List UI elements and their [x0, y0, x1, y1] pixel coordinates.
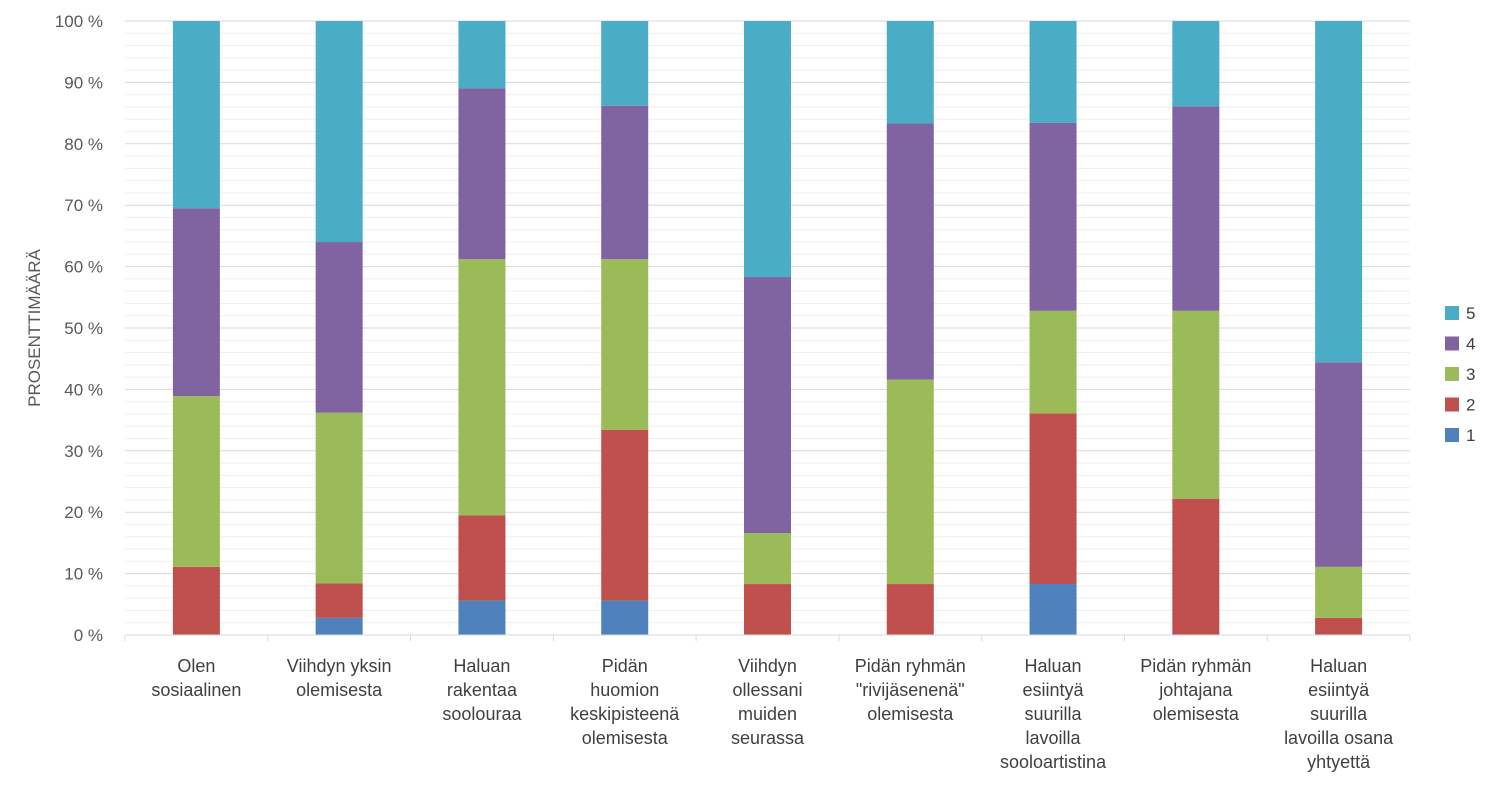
bar-segment-series-5 [315, 21, 363, 243]
x-category-label: Pidän ryhmän johtajana olemisesta [1140, 656, 1251, 724]
bar-segment-series-2 [458, 515, 506, 601]
y-tick-label: 0 % [74, 626, 103, 645]
bar-segment-series-4 [1172, 106, 1220, 311]
y-tick-label: 40 % [64, 380, 103, 399]
x-category-label: Haluan esiintyä suurilla lavoilla sooloartis… [1000, 656, 1107, 772]
bar-segment-series-4 [601, 105, 649, 260]
bar-segment-series-5 [886, 21, 934, 124]
bar-segment-series-5 [744, 21, 791, 278]
bar-segment-series-4 [744, 277, 791, 534]
bar-segment-series-4 [458, 88, 506, 260]
bar-segment-series-3 [315, 412, 363, 584]
bar-segment-series-2 [172, 566, 220, 635]
legend-swatch-1 [1445, 428, 1459, 442]
legend-label-5: 5 [1466, 304, 1475, 323]
bar-segment-series-3 [172, 396, 220, 567]
y-tick-label: 70 % [64, 196, 103, 215]
bar-segment-series-4 [1315, 362, 1363, 567]
legend: 5 4 3 2 1 [1445, 304, 1475, 445]
bar-segment-series-2 [315, 583, 363, 618]
bar-segment-series-3 [1315, 566, 1363, 618]
bar-segment-series-5 [172, 21, 220, 209]
bar-segment-series-3 [886, 379, 934, 585]
y-axis-title: PROSENTTIMÄÄRÄ [25, 248, 44, 406]
bar-segment-series-5 [1029, 21, 1077, 123]
bar-segment-series-3 [1172, 310, 1220, 499]
legend-swatch-3 [1445, 367, 1459, 381]
bars [172, 21, 1363, 635]
x-category-label: Viihdyn yksin olemisesta [287, 656, 392, 700]
legend-swatch-2 [1445, 397, 1459, 412]
bar-segment-series-4 [315, 242, 363, 413]
y-tick-label: 100 % [55, 12, 103, 31]
bar-segment-series-3 [601, 259, 649, 430]
bar-segment-series-2 [886, 584, 934, 635]
y-tick-label: 30 % [64, 442, 103, 461]
y-axis-ticks: 0 % 10 % 20 % 30 % 40 % 50 % 60 % 70 % 80 % 90 % 1… [55, 12, 103, 645]
x-category-label: Viihdyn ollessani muiden seurassa [731, 656, 805, 748]
x-category-label: Haluan esiintyä suurilla lavoilla osana yhty… [1284, 656, 1394, 772]
legend-label-1: 1 [1466, 426, 1475, 445]
bar-segment-series-4 [172, 208, 220, 397]
bar-segment-series-5 [601, 21, 649, 106]
x-axis-categories: Olen sosiaalinen Viihdyn yksin olemisesta Ha… [124, 635, 1411, 772]
y-tick-label: 80 % [64, 135, 103, 154]
y-tick-label: 10 % [64, 565, 103, 584]
bar-segment-series-5 [1172, 21, 1220, 107]
legend-label-2: 2 [1466, 396, 1475, 415]
bar-segment-series-1 [458, 600, 506, 635]
x-category-label: Pidän ryhmän "rivijäsenenä" olemisesta [855, 656, 966, 724]
bar-segment-series-2 [744, 584, 791, 635]
legend-label-4: 4 [1466, 335, 1475, 354]
bar-segment-series-1 [1029, 584, 1077, 635]
y-tick-label: 20 % [64, 503, 103, 522]
bar-segment-series-2 [601, 429, 649, 601]
legend-label-3: 3 [1466, 365, 1475, 384]
y-tick-label: 50 % [64, 319, 103, 338]
bar-segment-series-3 [744, 533, 791, 585]
bar-segment-series-1 [601, 600, 649, 635]
bar-segment-series-3 [458, 259, 506, 516]
bar-segment-series-4 [1029, 122, 1077, 311]
bar-segment-series-1 [315, 617, 363, 635]
y-tick-label: 90 % [64, 73, 103, 92]
bar-segment-series-5 [1315, 21, 1363, 363]
bar-segment-series-2 [1172, 498, 1220, 635]
bar-segment-series-3 [1029, 310, 1077, 414]
y-tick-label: 60 % [64, 258, 103, 277]
x-category-label: Olen sosiaalinen [151, 656, 241, 700]
x-category-label: Haluan rakentaa soolouraa [442, 656, 522, 724]
bar-segment-series-2 [1029, 413, 1077, 585]
bar-segment-series-4 [886, 123, 934, 380]
legend-swatch-4 [1445, 336, 1459, 351]
x-category-label: Pidän huomion keskipisteenä olemisesta [570, 656, 680, 748]
bar-segment-series-2 [1315, 617, 1363, 635]
bar-segment-series-5 [458, 21, 506, 89]
legend-swatch-5 [1445, 306, 1459, 320]
